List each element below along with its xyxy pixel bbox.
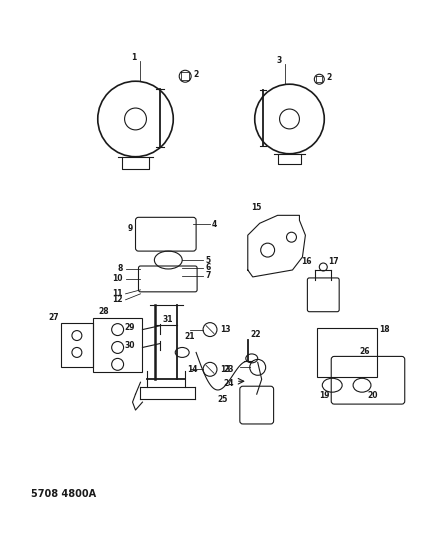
Text: 10: 10 [112,274,122,284]
Text: 3: 3 [276,56,282,65]
Text: 16: 16 [300,256,311,265]
Text: 19: 19 [319,391,329,400]
Text: 5: 5 [204,255,210,264]
Text: 9: 9 [127,224,132,233]
Text: 31: 31 [162,315,173,324]
Bar [92,318,142,373]
Text: 23: 23 [222,365,233,374]
Text: 13: 13 [219,325,230,334]
Text: 24: 24 [222,379,233,387]
Text: 2: 2 [193,70,198,79]
Text: 2: 2 [325,72,331,82]
Text: 17: 17 [327,256,338,265]
Text: 27: 27 [48,313,59,322]
Text: 21: 21 [184,332,194,341]
Text: 22: 22 [250,330,261,339]
Bar [61,322,92,367]
Text: 11: 11 [112,289,122,298]
Text: 4: 4 [212,220,217,229]
Text: 28: 28 [98,307,109,316]
Text: 14: 14 [187,365,197,374]
Text: 5708 4800A: 5708 4800A [31,489,96,499]
Text: 13: 13 [219,365,230,374]
Text: 1: 1 [131,53,136,62]
Bar [317,328,376,377]
Text: 26: 26 [358,347,368,356]
Text: 12: 12 [112,295,122,304]
Text: 6: 6 [204,263,210,272]
Text: 7: 7 [204,271,210,280]
Text: 20: 20 [366,391,377,400]
Text: 30: 30 [124,341,135,350]
Text: 29: 29 [124,323,135,332]
Text: 15: 15 [250,203,261,212]
Text: 18: 18 [378,325,389,334]
Text: 8: 8 [117,264,122,273]
Text: 25: 25 [217,394,227,403]
